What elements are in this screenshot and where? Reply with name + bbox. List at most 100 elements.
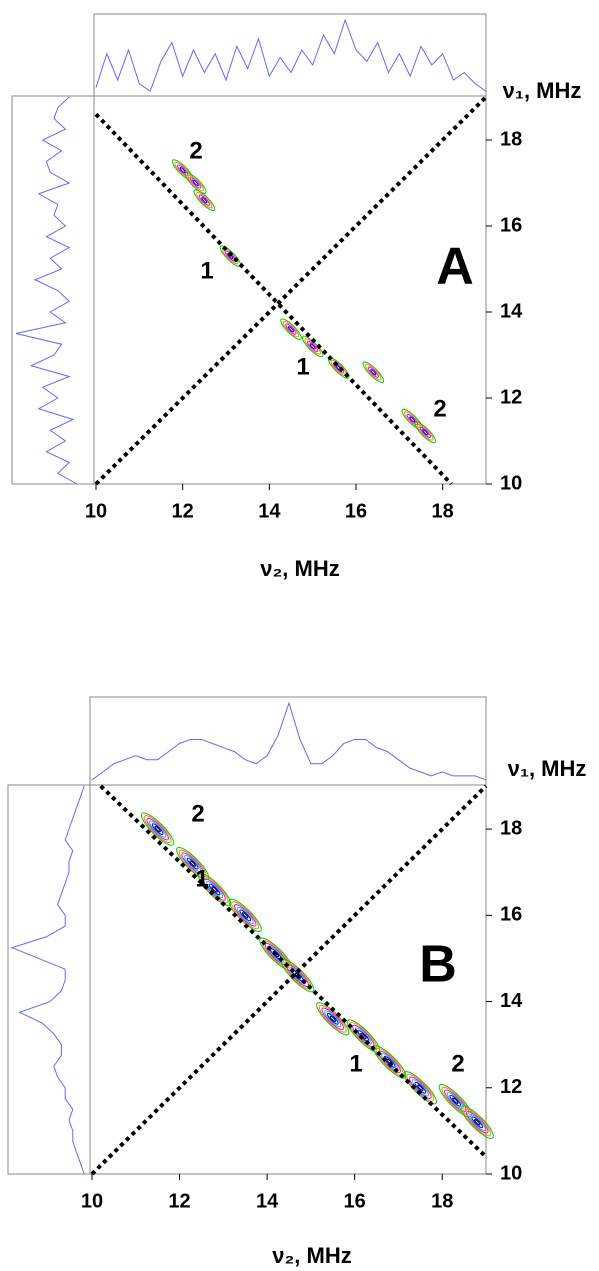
contour-ring [406, 1073, 435, 1102]
contour-ring [184, 855, 202, 873]
contour-ring [362, 361, 385, 383]
contour-ring [171, 159, 194, 181]
contour-ring [307, 340, 319, 353]
top-projection [95, 18, 487, 93]
contour-ring [301, 335, 324, 358]
contour-ring [463, 1108, 492, 1137]
contour-ring [367, 366, 379, 378]
contour-ring [211, 886, 218, 893]
contour-ring [280, 318, 302, 340]
contour-ring [414, 421, 437, 444]
contour-ring [441, 1086, 470, 1115]
contour-ring [192, 179, 199, 187]
x-tick-label: 16 [344, 1190, 366, 1212]
contour-ring [267, 945, 285, 963]
contour-ring [375, 1047, 404, 1076]
contour-ring [289, 967, 307, 985]
panel-label: B [419, 936, 457, 994]
top-projection [91, 701, 487, 781]
contour-ring [193, 189, 216, 211]
left-projection-frame [7, 784, 91, 1175]
peak-label: 2 [433, 395, 446, 422]
contour-ring [143, 815, 172, 844]
contour-ring [151, 823, 164, 835]
y-tick-label: 16 [500, 214, 522, 236]
contour-ring [236, 906, 254, 924]
peak-label: 2 [451, 1050, 464, 1077]
contour-ring [285, 323, 297, 335]
contour-ring [233, 904, 257, 927]
peak-label: 1 [195, 865, 208, 892]
contour-ring [465, 1111, 489, 1134]
left-projection [10, 785, 85, 1175]
contour-ring [196, 191, 213, 209]
contour-ring [228, 898, 262, 932]
peak-label: 2 [191, 800, 204, 827]
contour-ring [177, 164, 189, 176]
contour-ring [471, 1116, 484, 1129]
x-tick-label: 16 [345, 500, 367, 522]
contour-ring [419, 426, 431, 439]
anti-diagonal [99, 784, 488, 1159]
contour-ring [309, 343, 316, 350]
y-tick-label: 16 [500, 904, 522, 926]
x-axis-label: ν₂, MHz [272, 1243, 351, 1268]
x-tick-label: 10 [81, 1190, 103, 1212]
contour-ring [452, 1097, 459, 1104]
contour-ring [422, 429, 429, 436]
contour-ring [409, 1076, 432, 1100]
contour-ring [406, 413, 418, 426]
y-tick-label: 10 [500, 472, 522, 494]
x-tick-label: 14 [258, 500, 281, 522]
peak-label: 2 [189, 137, 202, 164]
y-tick-label: 12 [500, 1076, 522, 1098]
contour-ring [403, 1071, 437, 1105]
y-tick-label: 14 [500, 990, 523, 1012]
x-tick-label: 12 [172, 500, 194, 522]
contour-ring [449, 1094, 462, 1107]
peak-label: 1 [200, 257, 213, 284]
contour-ring [401, 408, 424, 431]
contour-ring [287, 326, 295, 333]
contour-ring [184, 172, 207, 194]
contour-ring [141, 812, 175, 846]
panel-label: A [436, 238, 474, 296]
contour-ring [417, 424, 434, 441]
y-tick-label: 18 [500, 128, 522, 150]
contour-ring [239, 909, 252, 922]
contour-ring [324, 1010, 342, 1028]
contour-ring [154, 825, 161, 833]
contour-ring [326, 1012, 339, 1025]
contour-ring [444, 1089, 467, 1112]
top-projection-frame [89, 696, 487, 786]
contour-ring [446, 1092, 464, 1110]
contour-ring [329, 1015, 336, 1022]
y-tick-label: 12 [500, 386, 522, 408]
top-projection-frame [93, 13, 487, 97]
contour-ring [409, 416, 416, 423]
y-axis-label: ν₁, MHz [503, 78, 582, 103]
contour-ring [304, 338, 321, 355]
x-tick-label: 18 [431, 1190, 453, 1212]
contour-ring [414, 1081, 427, 1094]
y-tick-label: 10 [500, 1162, 522, 1184]
contour-ring [242, 912, 249, 919]
contour-ring [438, 1084, 472, 1118]
left-projection [15, 96, 78, 485]
contour-ring [187, 174, 204, 192]
x-axis-label: ν₂, MHz [260, 556, 339, 581]
contour-ring [174, 161, 191, 179]
contour-ring [198, 194, 210, 206]
y-tick-label: 18 [500, 817, 522, 839]
anti-diagonal [94, 112, 453, 486]
contour-ring [146, 817, 169, 841]
x-tick-label: 12 [168, 1190, 190, 1212]
contour-ring [370, 369, 377, 376]
contour-ring [179, 167, 186, 174]
peak-label: 1 [349, 1050, 362, 1077]
contour-ring [189, 860, 196, 867]
contour-ring [208, 883, 221, 896]
left-projection-frame [11, 95, 95, 485]
contour-ring [460, 1105, 494, 1139]
